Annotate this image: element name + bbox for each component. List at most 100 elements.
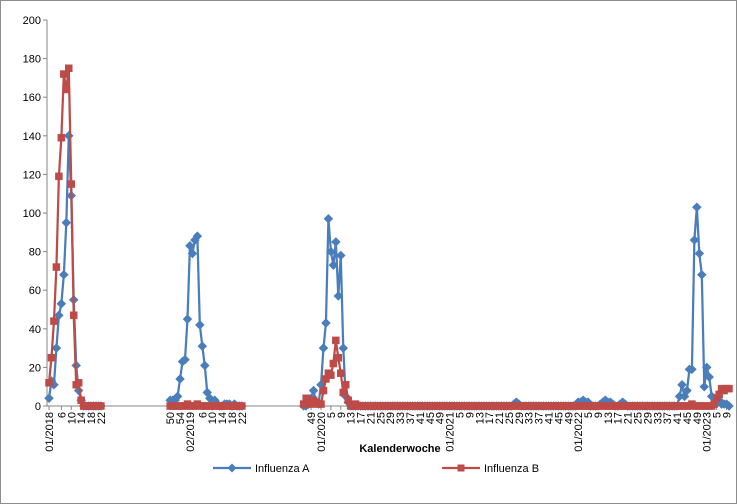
data-point: [192, 231, 203, 242]
x-tick-label: 14: [217, 412, 229, 424]
x-tick-label: 5: [712, 412, 724, 418]
x-tick-label: 45: [425, 412, 437, 424]
data-point: [67, 180, 76, 188]
data-point: [57, 133, 66, 142]
x-tick-label: 54: [175, 412, 187, 424]
data-point: [337, 369, 345, 377]
series-line: [302, 339, 729, 408]
x-axis-title: Kalenderwoche: [359, 443, 440, 455]
x-tick-label: 29: [385, 412, 397, 424]
data-point: [692, 202, 702, 213]
x-tick-label: 10: [66, 412, 78, 424]
y-axis: 0 20 40 60 80 100 120 140 160 180 200: [23, 15, 48, 413]
x-tick-label: 29: [642, 412, 654, 424]
x-tick-label: 49: [435, 412, 447, 424]
x-tick-label: 01/2020: [316, 412, 328, 452]
data-point: [55, 172, 63, 181]
x-tick-label: 02/2019: [185, 412, 197, 452]
data-point: [328, 260, 339, 270]
data-point: [175, 374, 185, 384]
y-tick-label: 200: [23, 15, 41, 27]
data-point: [185, 240, 195, 251]
data-point: [50, 317, 58, 325]
y-tick-label: 100: [23, 208, 41, 220]
data-point: [194, 320, 205, 330]
x-tick-label: 45: [553, 412, 565, 424]
x-tick-label: 5: [583, 412, 595, 418]
data-point: [318, 343, 329, 353]
x-tick-label: 9: [336, 412, 348, 418]
x-tick-label: 33: [395, 412, 407, 424]
x-tick-label: 41: [672, 412, 684, 424]
data-point: [682, 385, 692, 396]
data-point: [308, 385, 319, 396]
data-point: [58, 269, 69, 280]
x-tick-label: 9: [464, 412, 476, 418]
data-point: [689, 235, 700, 245]
data-point: [338, 343, 349, 353]
x-tick-label: 5: [454, 412, 466, 418]
x-tick-label: 37: [534, 412, 546, 424]
x-tick-label: 6: [197, 412, 209, 418]
x-tick-label: 33: [524, 412, 536, 424]
data-point: [330, 237, 341, 247]
x-tick-label: 49: [306, 412, 318, 424]
data-point: [65, 64, 73, 72]
x-tick-label: 17: [484, 412, 496, 424]
x-tick-label: 41: [543, 412, 555, 424]
y-tick-label: 20: [29, 362, 41, 374]
data-point: [321, 318, 331, 328]
legend: Influenza A Influenza B: [213, 463, 539, 475]
data-point: [327, 371, 335, 379]
x-tick-label: 5: [326, 412, 338, 418]
data-point: [677, 379, 687, 390]
x-tick-label: 13: [603, 412, 615, 424]
data-point: [61, 217, 72, 228]
data-point: [172, 391, 183, 402]
x-tick-label: 13: [346, 412, 358, 424]
data-point: [333, 291, 344, 301]
x-tick-label: 50: [165, 412, 177, 424]
data-point: [199, 360, 210, 371]
data-point: [74, 379, 83, 387]
x-tick-label: 22: [237, 412, 249, 424]
data-point: [704, 372, 715, 382]
data-point: [97, 402, 105, 410]
y-tick-label: 40: [29, 324, 41, 336]
data-point: [63, 130, 74, 141]
data-point: [51, 343, 62, 353]
data-point: [238, 402, 246, 410]
x-tick-label: 25: [375, 412, 387, 424]
data-point: [687, 364, 697, 375]
x-tick-label: 37: [405, 412, 417, 424]
data-point: [60, 70, 68, 78]
y-tick-label: 180: [23, 54, 41, 66]
x-tick-label: 21: [365, 412, 377, 424]
data-point: [182, 314, 193, 325]
data-point: [197, 341, 208, 352]
x-tick-label: 6: [56, 412, 68, 418]
data-point: [332, 336, 340, 345]
x-tick-label: 37: [662, 412, 674, 424]
data-point: [341, 381, 350, 389]
y-tick-label: 160: [23, 92, 41, 104]
x-tick-label: 25: [504, 412, 516, 424]
data-point: [696, 269, 707, 280]
y-tick-label: 80: [29, 247, 41, 259]
y-tick-label: 60: [29, 285, 41, 297]
x-tick-label: 49: [692, 412, 704, 424]
data-point: [69, 311, 78, 320]
data-point: [699, 381, 710, 392]
x-tick-label: 21: [494, 412, 506, 424]
x-tick-label: 41: [415, 412, 427, 424]
data-point: [44, 393, 54, 404]
y-tick-label: 140: [23, 131, 41, 143]
data-point: [180, 354, 190, 365]
data-point: [339, 388, 348, 397]
x-tick-label: 01/2022: [573, 412, 585, 452]
series-influenza-a: [44, 130, 734, 411]
data-point: [317, 400, 325, 408]
series-line: [303, 206, 730, 408]
